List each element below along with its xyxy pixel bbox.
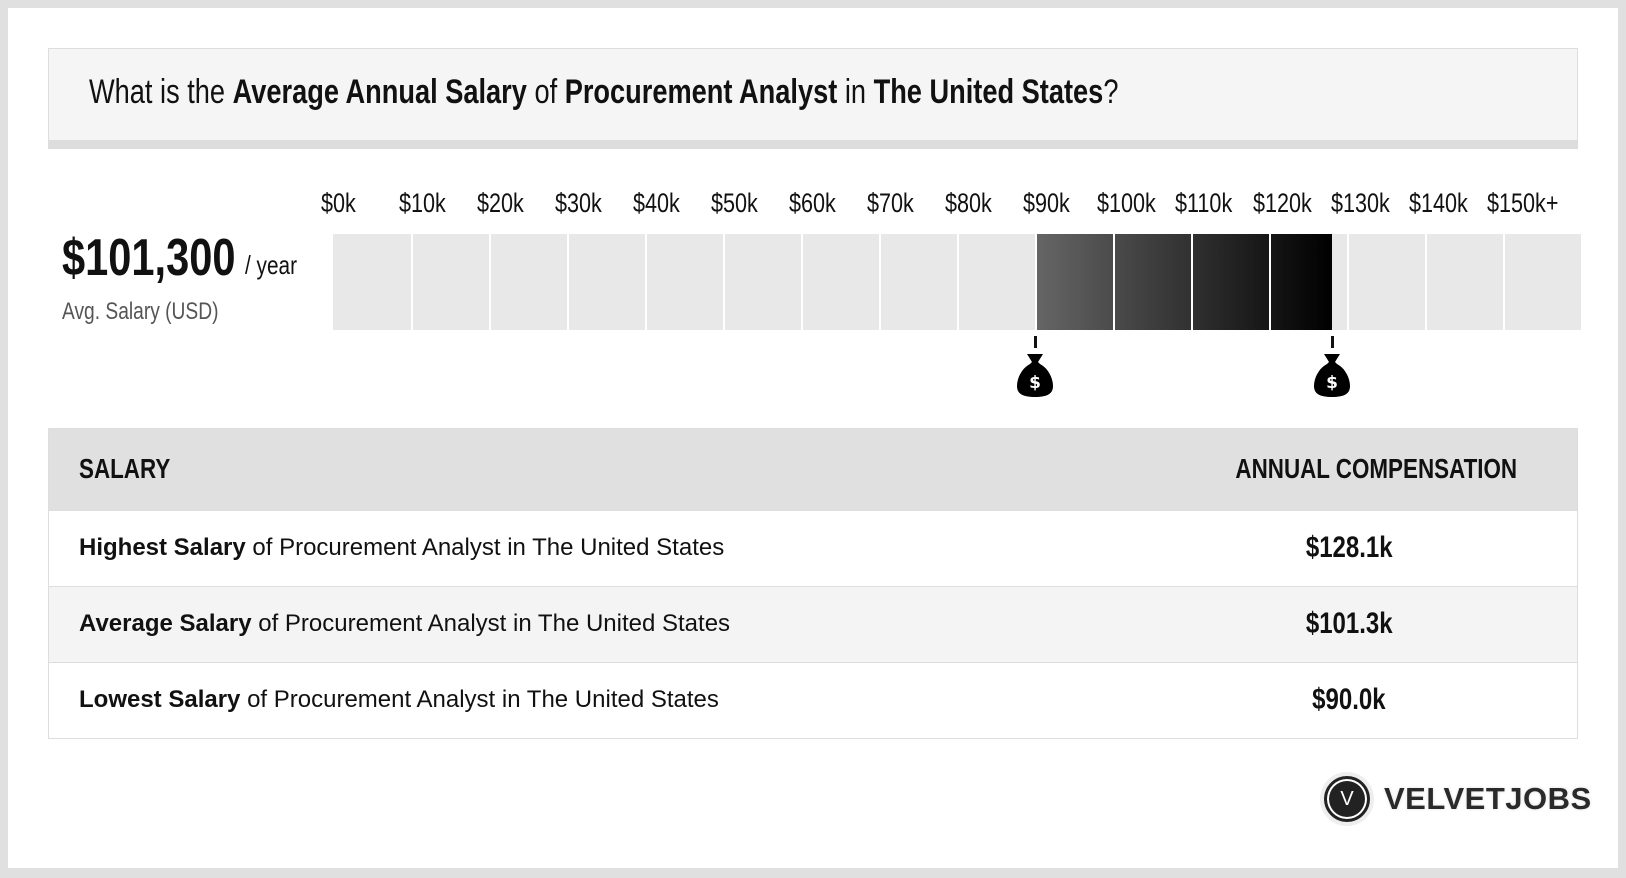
row-value: $128.1k <box>1305 531 1393 564</box>
tick-label: $110k <box>1175 188 1233 218</box>
salary-cell <box>1349 234 1425 330</box>
logo-name: VELVETJOBS <box>1384 781 1592 816</box>
svg-text:$: $ <box>1029 373 1041 393</box>
salary-cell <box>1505 234 1581 330</box>
salary-cell <box>1115 234 1191 330</box>
row-value: $101.3k <box>1305 607 1393 640</box>
tick-label: $70k <box>867 188 914 218</box>
salary-cell <box>413 234 489 330</box>
salary-cell <box>333 234 411 330</box>
row-label-bold: Lowest Salary <box>79 686 241 713</box>
salary-range-fill <box>1271 234 1333 330</box>
salary-cell <box>725 234 801 330</box>
title-emphasis: Average Annual Salary <box>232 73 527 111</box>
title-text: in <box>837 73 874 111</box>
marker-line <box>1033 336 1037 348</box>
money-bag-icon: $ <box>1314 354 1351 397</box>
title-text: What is the <box>89 73 233 111</box>
salary-cell <box>491 234 567 330</box>
row-label-bold: Highest Salary <box>79 534 246 561</box>
tick-label: $10k <box>399 188 446 218</box>
row-label: of Procurement Analyst in The United Sta… <box>245 534 725 561</box>
avg-salary-label: Avg. Salary (USD) <box>62 298 219 325</box>
tick-label: $40k <box>633 188 680 218</box>
marker-line <box>1330 336 1334 348</box>
title-location: The United States <box>873 73 1104 111</box>
table-row: Highest Salary of Procurement Analyst in… <box>49 510 1577 586</box>
salary-cell <box>959 234 1035 330</box>
row-value: $90.0k <box>1312 683 1386 716</box>
salary-range-fill <box>1193 234 1269 330</box>
page-title: What is the Average Annual Salary of Pro… <box>89 73 1376 112</box>
salary-table: SALARY ANNUAL COMPENSATION Highest Salar… <box>48 428 1578 739</box>
salary-range-fill <box>1037 234 1113 330</box>
logo-mark: V <box>1320 772 1374 826</box>
salary-range-bar <box>333 234 1581 330</box>
average-salary-amount: $101,300 <box>62 229 236 287</box>
salary-range-fill <box>1115 234 1191 330</box>
salary-cell <box>1037 234 1113 330</box>
tick-label: $100k <box>1097 188 1156 218</box>
tick-label: $130k <box>1331 188 1390 218</box>
tick-label: $150k+ <box>1487 188 1559 218</box>
title-text: of <box>526 73 565 111</box>
question-header: What is the Average Annual Salary of Pro… <box>48 48 1578 149</box>
table-header: SALARY ANNUAL COMPENSATION <box>49 429 1577 510</box>
row-label: of Procurement Analyst in The United Sta… <box>240 686 719 713</box>
salary-cell <box>1271 234 1347 330</box>
tick-label: $30k <box>555 188 602 218</box>
tick-label: $0k <box>321 188 356 218</box>
header-annual-compensation: ANNUAL COMPENSATION <box>1235 453 1517 484</box>
tick-label: $80k <box>945 188 992 218</box>
tick-label: $120k <box>1253 188 1312 218</box>
header-salary: SALARY <box>79 453 171 484</box>
row-label: of Procurement Analyst in The United Sta… <box>251 610 731 637</box>
salary-cell <box>569 234 645 330</box>
title-job: Procurement Analyst <box>564 73 838 111</box>
row-label-bold: Average Salary <box>79 610 252 637</box>
title-text: ? <box>1103 73 1119 111</box>
salary-cell <box>1193 234 1269 330</box>
tick-label: $90k <box>1023 188 1070 218</box>
per-year-label: / year <box>245 250 298 280</box>
tick-label: $20k <box>477 188 524 218</box>
table-row: Lowest Salary of Procurement Analyst in … <box>49 662 1577 738</box>
svg-text:$: $ <box>1326 373 1338 393</box>
money-bag-icon: $ <box>1017 354 1053 397</box>
salary-axis-ticks: $0k $10k $20k $30k $40k $50k $60k $70k $80k $90k $… <box>321 188 1581 222</box>
salary-cell <box>647 234 723 330</box>
high-salary-marker: $ <box>1312 336 1352 403</box>
salary-cell <box>803 234 879 330</box>
tick-label: $140k <box>1409 188 1468 218</box>
tick-label: $50k <box>711 188 758 218</box>
low-salary-marker: $ <box>1015 336 1055 403</box>
salary-cell <box>881 234 957 330</box>
table-row: Average Salary of Procurement Analyst in… <box>49 586 1577 662</box>
salary-cell <box>1427 234 1503 330</box>
velvetjobs-logo[interactable]: V VELVETJOBS <box>1320 772 1592 826</box>
tick-label: $60k <box>789 188 836 218</box>
